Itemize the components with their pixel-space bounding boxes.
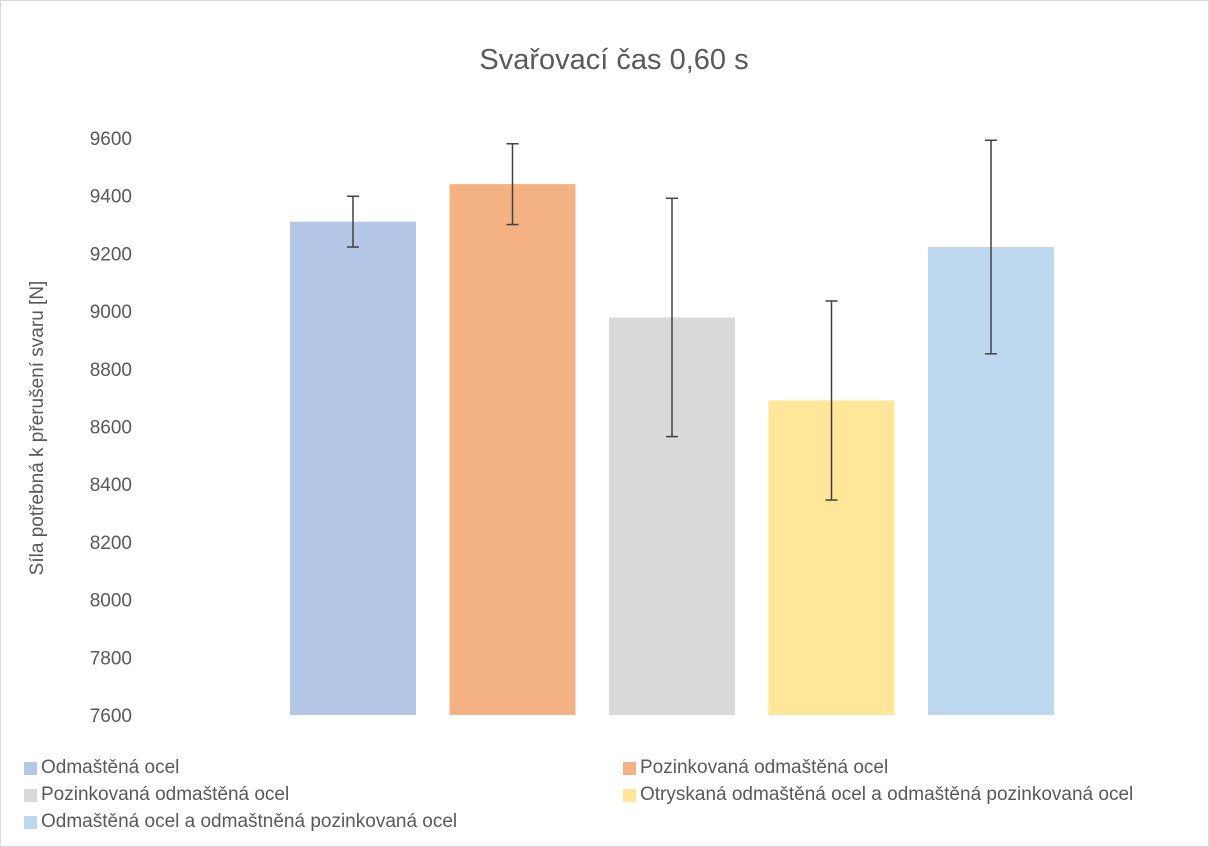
bar-2 xyxy=(449,184,576,715)
legend-label-5: Odmaštěná ocel a odmaštněná pozinkovaná … xyxy=(41,811,458,832)
y-tick-label: 9200 xyxy=(90,244,132,265)
legend-item-3: Pozinkovaná odmaštěná ocel xyxy=(24,783,289,807)
y-axis-title: Síla potřebná k přerušení svaru [N] xyxy=(27,281,48,576)
y-tick-label: 8400 xyxy=(90,475,132,496)
legend-swatch-5 xyxy=(24,815,37,829)
error-bar-5 xyxy=(985,139,997,355)
error-bar-2 xyxy=(506,143,519,226)
legend-swatch-4 xyxy=(623,788,636,802)
error-bar-1 xyxy=(347,195,359,248)
legend-item-4: Otryskaná odmaštěná ocel a odmaštěná poz… xyxy=(623,783,1133,807)
legend-label-2: Pozinkovaná odmaštěná ocel xyxy=(640,757,889,778)
legend-swatch-2 xyxy=(623,761,636,775)
y-tick-label: 8200 xyxy=(90,533,132,554)
y-tick-label: 8600 xyxy=(90,418,132,439)
error-bar-4 xyxy=(825,300,838,501)
y-tick-label: 8000 xyxy=(90,591,132,612)
y-axis-ticks: 7600 7800 8000 8200 8400 8600 8800 9000 9200 9400… xyxy=(90,129,132,727)
bar-1 xyxy=(290,221,416,716)
y-tick-label: 9000 xyxy=(90,302,132,323)
legend-label-1: Odmaštěná ocel xyxy=(41,757,180,778)
legend-item-1: Odmaštěná ocel xyxy=(24,756,179,780)
y-tick-label: 9600 xyxy=(90,129,132,150)
y-tick-label: 9400 xyxy=(90,187,132,208)
chart-title: Svařovací čas 0,60 s xyxy=(479,44,748,76)
legend-item-5: Odmaštěná ocel a odmaštněná pozinkovaná … xyxy=(24,810,457,834)
legend-item-2: Pozinkovaná odmaštěná ocel xyxy=(623,756,888,780)
y-tick-label: 8800 xyxy=(90,360,132,381)
y-tick-label: 7600 xyxy=(90,706,132,727)
legend-swatch-1 xyxy=(24,761,37,775)
legend-label-3: Pozinkovaná odmaštěná ocel xyxy=(41,784,290,805)
y-tick-label: 7800 xyxy=(90,648,132,669)
legend-label-4: Otryskaná odmaštěná ocel a odmaštěná poz… xyxy=(640,784,1134,805)
error-bar-3 xyxy=(666,197,678,438)
legend-swatch-3 xyxy=(24,788,37,802)
error-bars xyxy=(347,139,997,501)
